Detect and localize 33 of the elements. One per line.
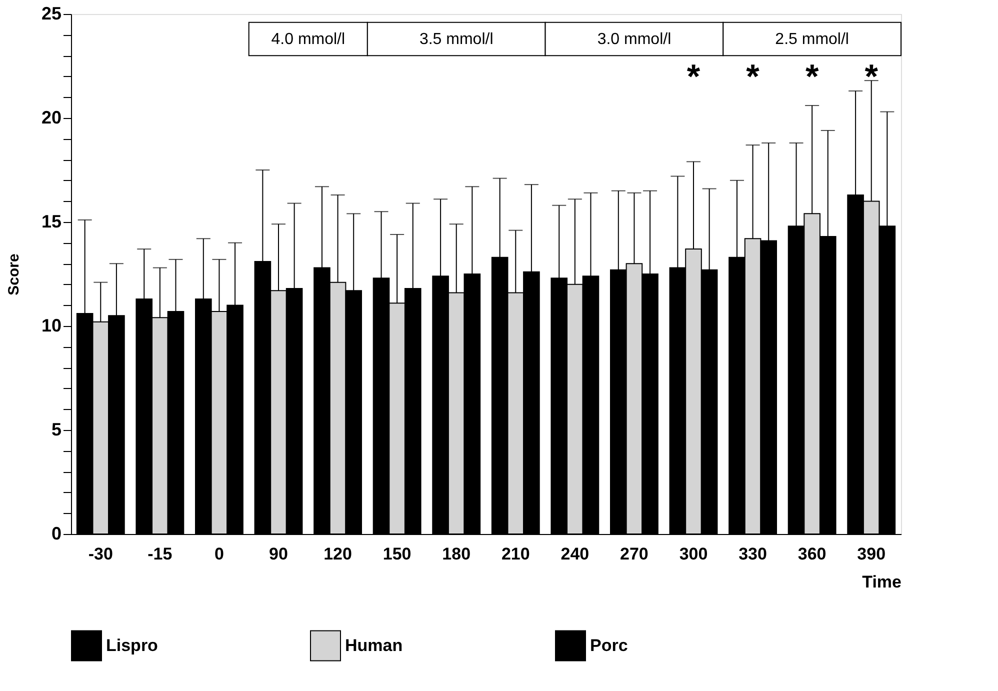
band-label: 2.5 mmol/l [775, 30, 849, 48]
annotation: * [686, 58, 701, 96]
y-tick-label: 5 [51, 420, 62, 440]
annotation: * [805, 58, 820, 96]
y-tick-label: 10 [41, 316, 62, 336]
y-tick-label: 25 [41, 4, 62, 24]
x-tick-label: 210 [501, 544, 530, 564]
y-axis-title: Score [5, 254, 22, 296]
y-tick-label: 0 [51, 524, 62, 544]
legend-label: Porc [590, 636, 628, 655]
annotation: * [864, 58, 879, 96]
x-tick-label: 270 [620, 544, 648, 564]
y-tick-label: 15 [41, 212, 62, 232]
x-tick-label: 150 [382, 544, 412, 564]
x-tick-label: -15 [148, 544, 172, 564]
x-tick-label: 390 [857, 544, 886, 564]
legend-label: Lispro [106, 636, 158, 655]
x-tick-label: 300 [679, 544, 708, 564]
annotation: * [746, 58, 760, 96]
x-tick-label: 0 [214, 544, 224, 564]
y-tick-label: 20 [41, 108, 62, 128]
x-axis-title: Time [862, 572, 902, 592]
x-tick-label: 120 [324, 544, 352, 564]
x-tick-label: 90 [269, 544, 288, 564]
x-tick-label: 360 [798, 544, 826, 564]
x-tick-label: -30 [88, 544, 113, 564]
x-tick-label: 240 [560, 544, 590, 564]
band-label: 3.0 mmol/l [597, 30, 672, 48]
x-tick-label: 180 [442, 544, 471, 564]
band-label: 4.0 mmol/l [271, 30, 346, 48]
x-tick-label: 330 [738, 544, 767, 564]
band-label: 3.5 mmol/l [419, 30, 494, 48]
legend-label: Human [345, 636, 403, 655]
